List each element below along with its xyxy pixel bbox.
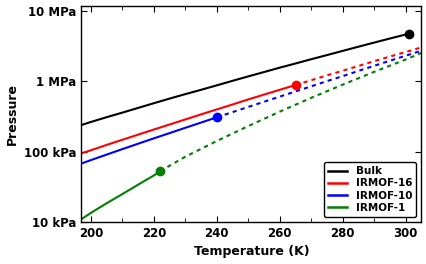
X-axis label: Temperature (K): Temperature (K) (193, 246, 308, 258)
Legend: Bulk, IRMOF-16, IRMOF-10, IRMOF-1: Bulk, IRMOF-16, IRMOF-10, IRMOF-1 (324, 162, 415, 217)
Y-axis label: Pressure: Pressure (6, 83, 18, 145)
